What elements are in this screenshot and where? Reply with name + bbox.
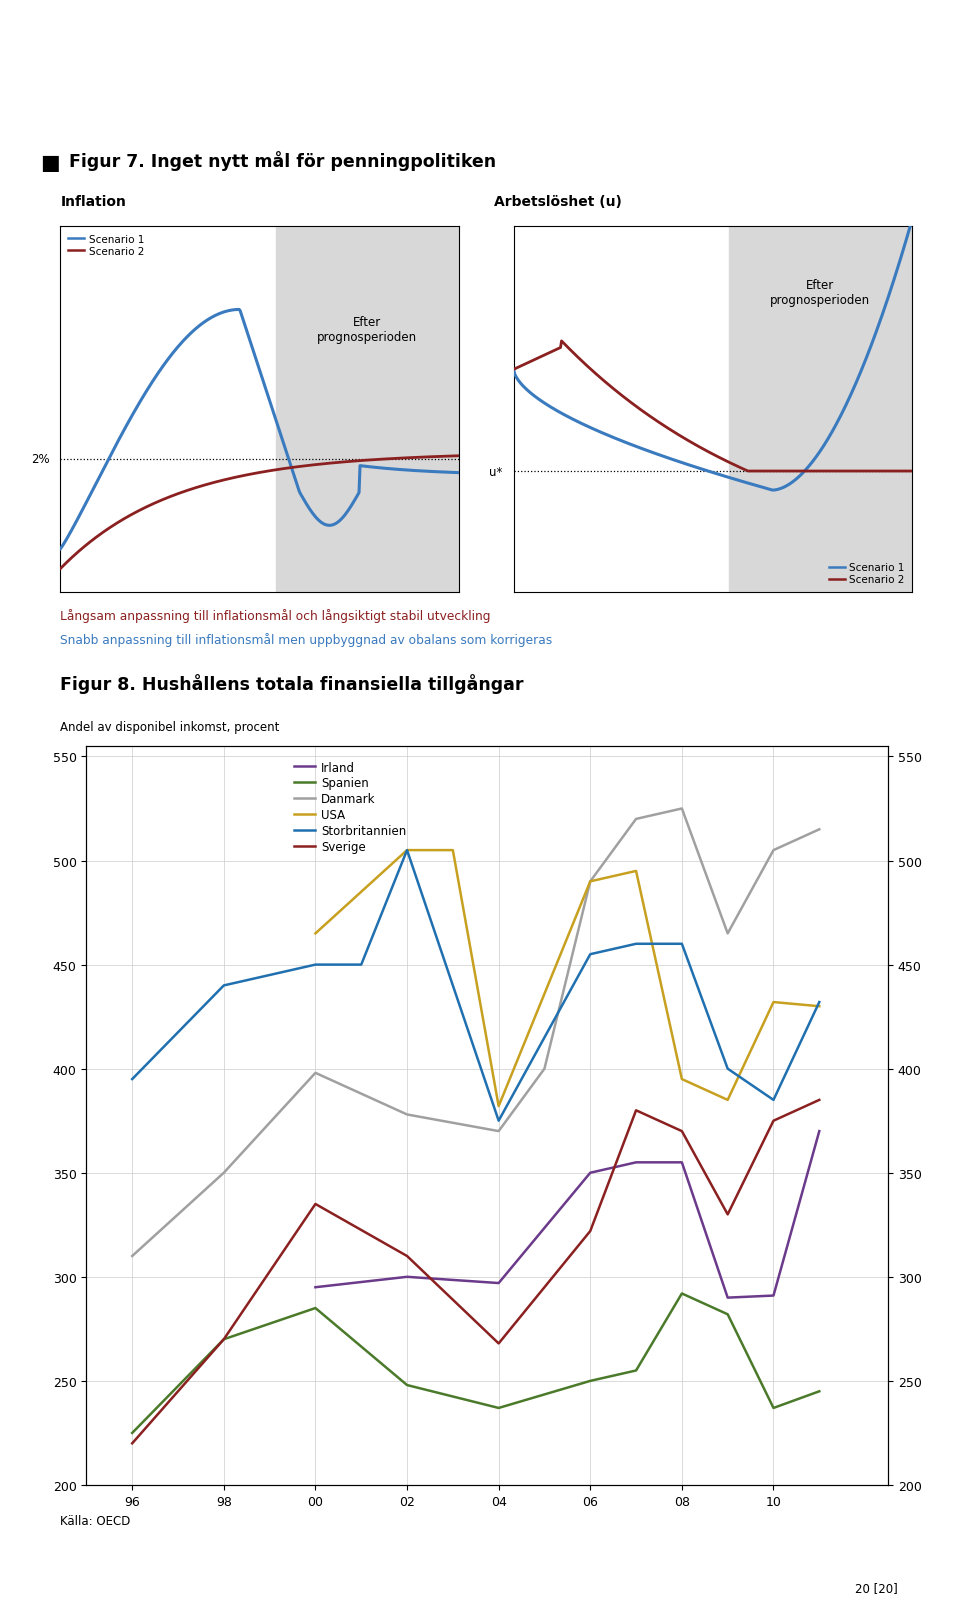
Text: Arbetslöshet (u): Arbetslöshet (u) bbox=[494, 195, 622, 209]
Spanien bbox=[310, 1298, 322, 1318]
Sverige bbox=[492, 1334, 504, 1354]
Irland bbox=[310, 1277, 322, 1297]
Danmark bbox=[401, 1105, 413, 1125]
Storbritannien bbox=[492, 1112, 504, 1131]
Spanien bbox=[218, 1329, 229, 1349]
Danmark bbox=[492, 1121, 504, 1141]
Text: Figur 8. Hushållens totala finansiella tillgångar: Figur 8. Hushållens totala finansiella t… bbox=[60, 674, 524, 693]
Sverige bbox=[676, 1121, 687, 1141]
Spanien bbox=[768, 1399, 780, 1419]
Spanien bbox=[813, 1381, 825, 1401]
Sverige bbox=[127, 1433, 138, 1453]
USA bbox=[401, 841, 413, 860]
Text: Efter
prognosperioden: Efter prognosperioden bbox=[770, 279, 871, 307]
Danmark bbox=[127, 1246, 138, 1266]
Storbritannien bbox=[127, 1070, 138, 1089]
Line: Storbritannien: Storbritannien bbox=[132, 850, 819, 1121]
Storbritannien bbox=[631, 935, 642, 954]
Storbritannien bbox=[355, 956, 367, 975]
Sverige bbox=[310, 1195, 322, 1214]
Text: ⚜: ⚜ bbox=[831, 37, 853, 62]
USA bbox=[631, 862, 642, 881]
Sverige bbox=[401, 1246, 413, 1266]
Irland bbox=[631, 1152, 642, 1172]
Irland bbox=[768, 1285, 780, 1305]
USA bbox=[492, 1097, 504, 1117]
Irland bbox=[401, 1268, 413, 1287]
Spanien bbox=[585, 1371, 596, 1391]
Sverige bbox=[813, 1091, 825, 1110]
Spanien bbox=[401, 1375, 413, 1394]
Legend: Scenario 1, Scenario 2: Scenario 1, Scenario 2 bbox=[65, 232, 146, 258]
Irland bbox=[676, 1152, 687, 1172]
Text: Figur 7. Inget nytt mål för penningpolitiken: Figur 7. Inget nytt mål för penningpolit… bbox=[69, 151, 496, 170]
Legend: Scenario 1, Scenario 2: Scenario 1, Scenario 2 bbox=[827, 562, 907, 588]
Storbritannien bbox=[722, 1060, 733, 1079]
USA bbox=[722, 1091, 733, 1110]
Irland bbox=[492, 1274, 504, 1294]
Irland bbox=[585, 1164, 596, 1183]
Sverige bbox=[631, 1100, 642, 1120]
Text: SVERIGES
RIKSBANK: SVERIGES RIKSBANK bbox=[816, 88, 869, 107]
Spanien bbox=[631, 1362, 642, 1381]
Text: Källa: OECD: Källa: OECD bbox=[60, 1514, 131, 1527]
USA bbox=[676, 1070, 687, 1089]
USA bbox=[768, 993, 780, 1013]
Bar bbox=[729, 227, 912, 592]
Danmark bbox=[218, 1164, 229, 1183]
Sverige bbox=[722, 1204, 733, 1224]
Spanien bbox=[676, 1284, 687, 1303]
Danmark bbox=[676, 799, 687, 818]
Text: Efter
prognosperioden: Efter prognosperioden bbox=[317, 315, 418, 344]
Sverige bbox=[585, 1222, 596, 1242]
Line: USA: USA bbox=[316, 850, 819, 1107]
Line: Sverige: Sverige bbox=[132, 1100, 819, 1443]
Sverige bbox=[218, 1329, 229, 1349]
USA bbox=[813, 997, 825, 1016]
Danmark bbox=[813, 820, 825, 839]
Storbritannien bbox=[768, 1091, 780, 1110]
Irland bbox=[813, 1121, 825, 1141]
Bar bbox=[276, 227, 459, 592]
Text: 2%: 2% bbox=[31, 453, 49, 466]
Text: ■: ■ bbox=[40, 153, 60, 172]
Danmark bbox=[768, 841, 780, 860]
Legend: Irland, Spanien, Danmark, USA, Storbritannien, Sverige: Irland, Spanien, Danmark, USA, Storbrita… bbox=[293, 760, 407, 855]
Spanien bbox=[127, 1423, 138, 1443]
Text: Andel av disponibel inkomst, procent: Andel av disponibel inkomst, procent bbox=[60, 721, 280, 734]
Text: Snabb anpassning till inflationsmål men uppbyggnad av obalans som korrigeras: Snabb anpassning till inflationsmål men … bbox=[60, 633, 553, 648]
Danmark bbox=[585, 872, 596, 891]
Text: 20 [20]: 20 [20] bbox=[854, 1581, 898, 1594]
Danmark bbox=[631, 810, 642, 829]
USA bbox=[310, 923, 322, 943]
Storbritannien bbox=[813, 993, 825, 1013]
Irland bbox=[722, 1289, 733, 1308]
USA bbox=[447, 841, 459, 860]
Danmark bbox=[539, 1060, 550, 1079]
Line: Danmark: Danmark bbox=[132, 808, 819, 1256]
USA bbox=[585, 872, 596, 891]
Danmark bbox=[310, 1063, 322, 1083]
Spanien bbox=[492, 1399, 504, 1419]
Danmark bbox=[722, 923, 733, 943]
Text: Långsam anpassning till inflationsmål och långsiktigt stabil utveckling: Långsam anpassning till inflationsmål oc… bbox=[60, 609, 491, 623]
Text: Inflation: Inflation bbox=[60, 195, 127, 209]
Line: Irland: Irland bbox=[316, 1131, 819, 1298]
Storbritannien bbox=[401, 841, 413, 860]
Storbritannien bbox=[676, 935, 687, 954]
Sverige bbox=[768, 1112, 780, 1131]
Text: u*: u* bbox=[489, 466, 502, 479]
Spanien bbox=[722, 1305, 733, 1324]
Storbritannien bbox=[218, 975, 229, 995]
Storbritannien bbox=[310, 956, 322, 975]
Storbritannien bbox=[585, 945, 596, 964]
Line: Spanien: Spanien bbox=[132, 1294, 819, 1433]
